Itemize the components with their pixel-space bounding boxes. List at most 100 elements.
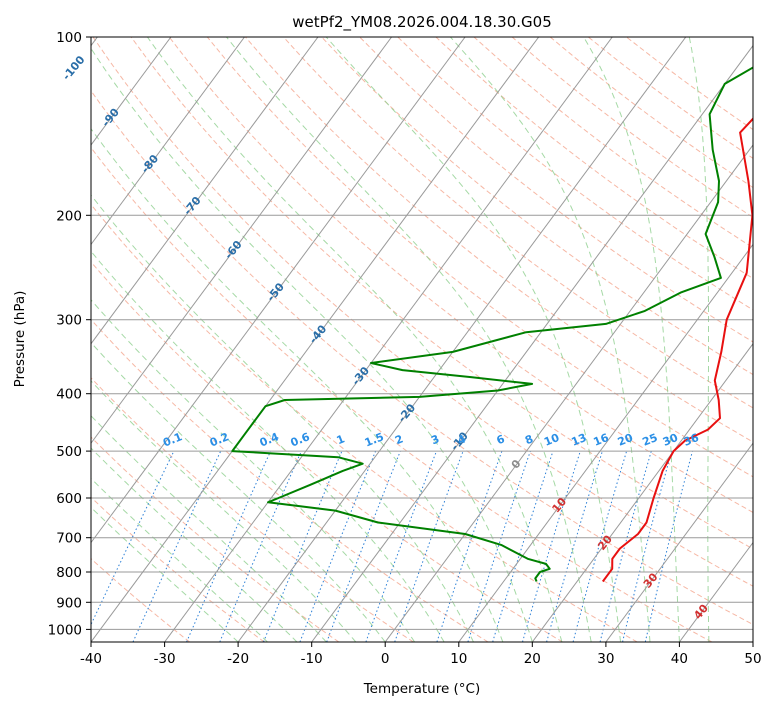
- mixing-ratio-label: 20: [616, 431, 635, 449]
- moist-adiabat: [91, 299, 416, 642]
- moist-adiabat: [226, 37, 592, 642]
- y-tick-label: 100: [56, 30, 82, 46]
- chart-title: wetPf2_YM08.2026.004.18.30.G05: [292, 13, 551, 32]
- isotherm-label: -60: [222, 238, 245, 262]
- mixing-ratio-line: [263, 450, 343, 642]
- mixing-ratio-line: [436, 450, 503, 642]
- mixing-ratio-line: [546, 450, 603, 642]
- dewpoint-line: [231, 66, 753, 582]
- mixing-ratio-line: [299, 450, 377, 642]
- moist-adiabat: [91, 447, 298, 642]
- y-axis: 100 200 300 400 500 600 700 800 900 1000: [48, 30, 91, 638]
- mixing-ratio-label: 6: [495, 432, 507, 447]
- dry-adiabat: [321, 37, 753, 376]
- mixing-ratio-line: [91, 450, 175, 626]
- mixing-ratio-line: [492, 450, 554, 642]
- moist-adiabat: [91, 128, 504, 642]
- dry-adiabat: [91, 377, 414, 642]
- y-tick-label: 600: [56, 491, 82, 507]
- y-tick-label: 300: [56, 313, 82, 329]
- mixing-ratio-line: [326, 450, 401, 642]
- sounding-lines: [231, 66, 753, 583]
- dry-adiabat: [245, 37, 753, 443]
- dry-adiabat: [91, 318, 489, 642]
- isotherm: [91, 37, 393, 445]
- moist-adiabat: [146, 37, 563, 642]
- moist-adiabat: [91, 380, 357, 642]
- x-tick-label: 10: [450, 651, 467, 667]
- isotherm-label: -90: [99, 106, 122, 130]
- plot-frame: [90, 36, 754, 643]
- dry-adiabat: [511, 37, 753, 218]
- isotherm-label: -70: [181, 194, 204, 218]
- isotherm-label: -50: [264, 280, 287, 304]
- y-tick-label: 500: [56, 444, 82, 460]
- y-tick-label: 700: [56, 531, 82, 547]
- isotherm: [311, 44, 753, 642]
- moist-adiabat: [325, 37, 622, 642]
- isotherm-label: -20: [395, 401, 418, 425]
- x-tick-label: 30: [597, 651, 614, 667]
- mixing-ratio-line: [572, 450, 628, 642]
- isotherm: [91, 37, 319, 345]
- isotherm-label: 20: [595, 532, 615, 552]
- isotherm-label: -30: [349, 364, 372, 388]
- isotherm-label: -40: [307, 322, 330, 346]
- y-axis-label: Pressure (hPa): [12, 291, 28, 388]
- isotherm-label: 0: [509, 457, 524, 471]
- moist-adiabat: [583, 37, 680, 642]
- moist-adiabat: [450, 37, 651, 642]
- dry-adiabat: [91, 203, 638, 642]
- x-tick-label: -20: [227, 651, 249, 667]
- isotherm: [164, 37, 613, 642]
- isotherm: [91, 37, 245, 246]
- mixing-ratio-label: 25: [640, 431, 659, 449]
- mixing-ratio-line: [219, 450, 302, 642]
- mixing-ratio-label: 8: [523, 432, 535, 447]
- moist-adiabat: [91, 341, 386, 642]
- dry-adiabat: [283, 37, 753, 409]
- x-tick-label: -30: [154, 651, 176, 667]
- moist-adiabat: [91, 250, 445, 642]
- mixing-ratio-line: [599, 450, 652, 642]
- line-labels: -100-90-80-70-60-50-40-30-20-10010203040…: [60, 53, 711, 622]
- isotherm: [678, 541, 753, 642]
- isotherm: [605, 442, 753, 642]
- isotherm: [384, 144, 753, 642]
- y-tick-label: 900: [56, 595, 82, 611]
- moist-adiabat: [91, 194, 474, 642]
- mixing-ratio-label: 0.1: [161, 430, 184, 449]
- mixing-ratio-label: 2: [393, 432, 405, 447]
- moist-adiabat: [688, 37, 710, 642]
- dry-adiabat: [91, 557, 191, 642]
- isotherm: [458, 243, 753, 642]
- background-lines: [91, 37, 753, 642]
- isotherm-label: 30: [641, 570, 661, 590]
- temperature-line: [601, 117, 753, 583]
- dry-adiabat: [91, 90, 753, 626]
- mixing-ratio-line: [622, 450, 673, 642]
- y-tick-label: 200: [56, 208, 82, 224]
- x-tick-label: 50: [744, 651, 761, 667]
- moist-adiabat: [91, 506, 239, 642]
- dry-adiabat: [359, 37, 753, 343]
- isotherm-label: -80: [139, 152, 162, 176]
- dry-adiabat: [91, 261, 563, 642]
- moist-adiabat: [91, 47, 533, 642]
- y-tick-label: 400: [56, 387, 82, 403]
- x-tick-label: -10: [301, 651, 323, 667]
- mixing-ratio-line: [365, 450, 437, 642]
- isotherm: [531, 342, 753, 642]
- isotherm: [91, 37, 172, 146]
- mixing-ratio-line: [467, 450, 531, 642]
- mixing-ratio-line: [132, 450, 222, 642]
- isotherm: [91, 37, 466, 544]
- dry-adiabat: [91, 496, 265, 642]
- moist-adiabat: [91, 415, 327, 642]
- dry-adiabat: [91, 436, 340, 642]
- mixing-ratio-label: 1: [335, 432, 347, 447]
- mixing-ratio-label: 36: [682, 431, 701, 449]
- mixing-ratio-line: [186, 450, 272, 642]
- dry-adiabat: [130, 37, 753, 550]
